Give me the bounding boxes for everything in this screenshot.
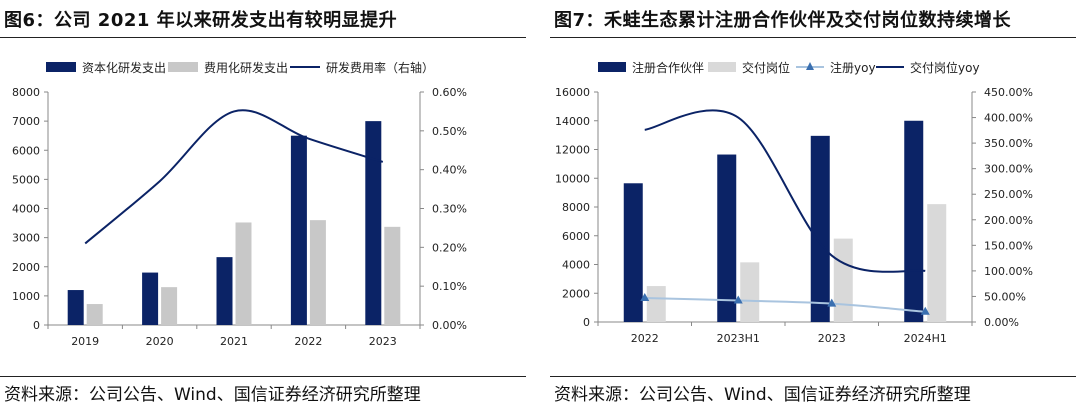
y2-tick-label: 0.00% [432,319,467,332]
bar-2019-series-1 [86,304,103,325]
bar-2020-series-1 [161,287,178,325]
y-tick-label: 0 [33,319,40,332]
y-tick-label: 4000 [562,259,590,272]
y-tick-label: 5000 [12,173,40,186]
bar-2023-series-1 [833,238,853,322]
x-tick-label: 2021 [220,335,248,348]
y-tick-label: 8000 [562,201,590,214]
y2-tick-label: 0.50% [432,125,467,138]
x-tick-label: 2022 [294,335,322,348]
partners-jobs-chart: 0 2000 4000 6000 8000 10000 12000 14000 16000 0.0… [555,60,1033,345]
bar-2022-series-1 [646,286,666,322]
figure-7-panel: 图7：禾蛙生态累计注册合作伙伴及交付岗位数持续增长 0 2000 4000 6000 8… [550,0,1080,415]
y2-tick-label: 200.00% [984,214,1033,227]
legend-swatch [598,62,626,72]
y2-tick-label: 0.60% [432,86,467,99]
line-marker-2024H1 [920,306,930,315]
y2-tick-label: 0.20% [432,241,467,254]
bar-2022-series-0 [623,183,643,322]
bar-2023H1-series-1 [740,262,760,322]
legend-swatch [46,62,76,72]
x-tick-label: 2024H1 [904,332,947,345]
x-tick-label: 2019 [71,335,99,348]
bar-2023-series-0 [810,135,830,322]
y-tick-label: 6000 [12,144,40,157]
y-tick-label: 12000 [555,144,590,157]
bar-2023H1-series-0 [717,154,737,322]
x-tick-label: 2023H1 [717,332,760,345]
bar-2023-series-0 [365,121,382,325]
bar-2024H1-series-0 [904,120,924,322]
bar-2021-series-1 [235,222,252,325]
x-tick-label: 2022 [631,332,659,345]
legend-label: 费用化研发支出 [204,60,288,75]
y-tick-label: 2000 [12,261,40,274]
y-tick-label: 3000 [12,232,40,245]
source-note: 资料来源：公司公告、Wind、国信证券经济研究所整理 [554,385,971,405]
y2-tick-label: 50.00% [984,290,1026,303]
y2-tick-label: 0.30% [432,203,467,216]
y-tick-label: 8000 [12,86,40,99]
y-tick-label: 6000 [562,230,590,243]
y-tick-label: 4000 [12,203,40,216]
y2-tick-label: 350.00% [984,137,1033,150]
bar-2019-series-0 [67,290,84,325]
source-rule [550,376,1076,377]
x-tick-label: 2023 [818,332,846,345]
bar-2022-series-1 [309,220,326,325]
x-tick-label: 2020 [146,335,174,348]
title-rule [0,37,526,38]
figure-6-panel: 图6：公司 2021 年以来研发支出有较明显提升 0 1000 2000 3000 40… [0,0,530,415]
y-tick-label: 16000 [555,86,590,99]
y-tick-label: 14000 [555,115,590,128]
line-series-1 [644,109,926,273]
y2-tick-label: 100.00% [984,265,1033,278]
figure-title: 图7：禾蛙生态累计注册合作伙伴及交付岗位数持续增长 [554,10,1012,31]
y2-tick-label: 450.00% [984,86,1033,99]
legend-label: 注册yoy [830,60,876,75]
line-series-0 [644,296,926,313]
legend-label: 资本化研发支出 [82,60,166,75]
source-note: 资料来源：公司公告、Wind、国信证券经济研究所整理 [4,385,421,405]
line-marker-2022 [640,292,650,301]
x-tick-label: 2023 [369,335,397,348]
y-tick-label: 2000 [562,287,590,300]
bar-2024H1-series-1 [927,204,947,322]
title-rule [550,37,1076,38]
source-rule [0,376,526,377]
legend-swatch [708,62,736,72]
rd-expense-chart: 0 1000 2000 3000 4000 5000 6000 7000 8000 0.00% 0.… [12,60,467,348]
y-tick-label: 7000 [12,115,40,128]
bar-2023-series-1 [384,226,401,325]
y2-tick-label: 300.00% [984,163,1033,176]
y2-tick-label: 400.00% [984,112,1033,125]
legend-label: 研发费用率（右轴） [326,60,434,75]
y2-tick-label: 0.10% [432,280,467,293]
y2-tick-label: 0.00% [984,316,1019,329]
y-tick-label: 1000 [12,290,40,303]
legend-label: 交付岗位yoy [910,60,980,75]
legend-label: 注册合作伙伴 [632,60,704,75]
line-marker-2023H1 [733,295,743,304]
bar-2022-series-0 [290,135,307,325]
legend-swatch [168,62,198,72]
y2-tick-label: 150.00% [984,239,1033,252]
y-tick-label: 0 [583,316,590,329]
y-tick-label: 10000 [555,172,590,185]
legend-marker [806,62,814,70]
bar-2020-series-0 [142,272,159,325]
line-series-0 [84,109,384,245]
bar-2021-series-0 [216,257,233,325]
legend-label: 交付岗位 [742,60,790,75]
y2-tick-label: 0.40% [432,164,467,177]
y2-tick-label: 250.00% [984,188,1033,201]
figure-title: 图6：公司 2021 年以来研发支出有较明显提升 [4,10,398,31]
line-marker-2023 [827,298,837,307]
